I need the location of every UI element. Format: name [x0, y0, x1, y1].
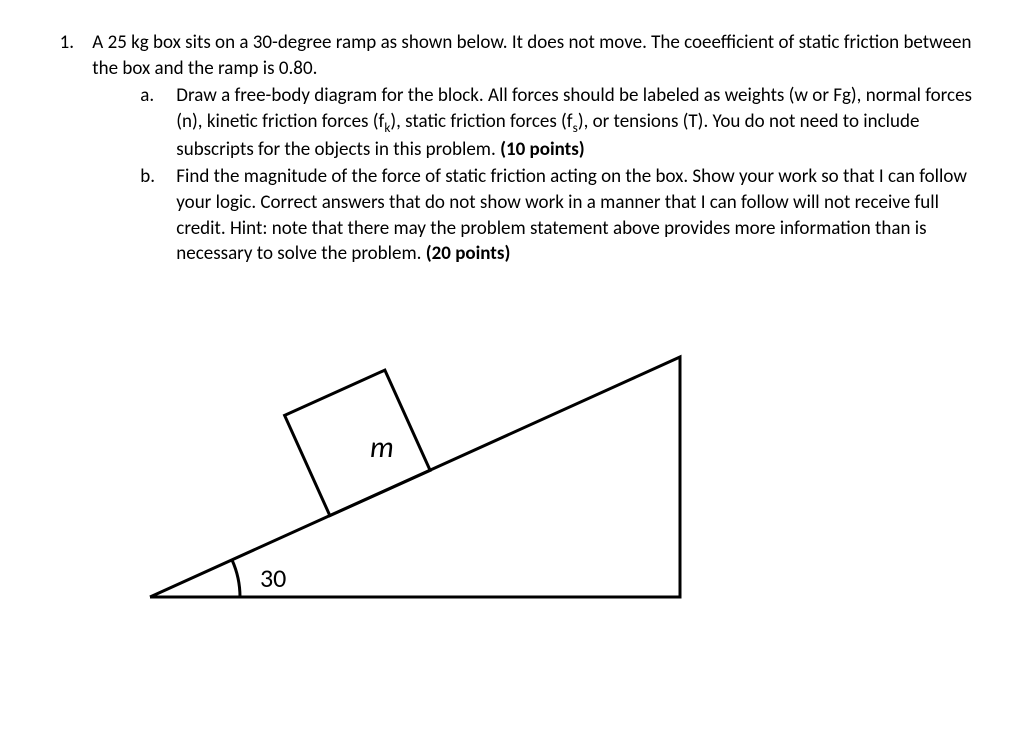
svg-text:m: m: [370, 429, 394, 466]
a-bold: (10 points): [500, 138, 585, 161]
sub-list: a. Draw a free-body diagram for the bloc…: [92, 83, 976, 267]
ramp-diagram: 30 m: [140, 287, 976, 617]
sub-text-b: Find the magnitude of the force of stati…: [176, 164, 976, 267]
sub-letter-b: b.: [140, 164, 176, 267]
sub-item-b: b. Find the magnitude of the force of st…: [140, 164, 976, 267]
problem-body: A 25 kg box sits on a 30-degree ramp as …: [92, 30, 976, 617]
sub-letter-a: a.: [140, 83, 176, 162]
sub-text-a: Draw a free-body diagram for the block. …: [176, 83, 976, 162]
problem-intro: A 25 kg box sits on a 30-degree ramp as …: [92, 30, 976, 81]
problem-number: 1.: [40, 30, 88, 56]
problem-container: 1. A 25 kg box sits on a 30-degree ramp …: [40, 30, 984, 617]
a-mid1: ), static friction forces (f: [390, 110, 572, 133]
b-bold: (20 points): [426, 242, 511, 265]
b-text: Find the magnitude of the force of stati…: [176, 165, 967, 265]
ramp-svg: 30 m: [140, 287, 700, 617]
svg-text:30: 30: [260, 562, 286, 594]
sub-item-a: a. Draw a free-body diagram for the bloc…: [140, 83, 976, 162]
